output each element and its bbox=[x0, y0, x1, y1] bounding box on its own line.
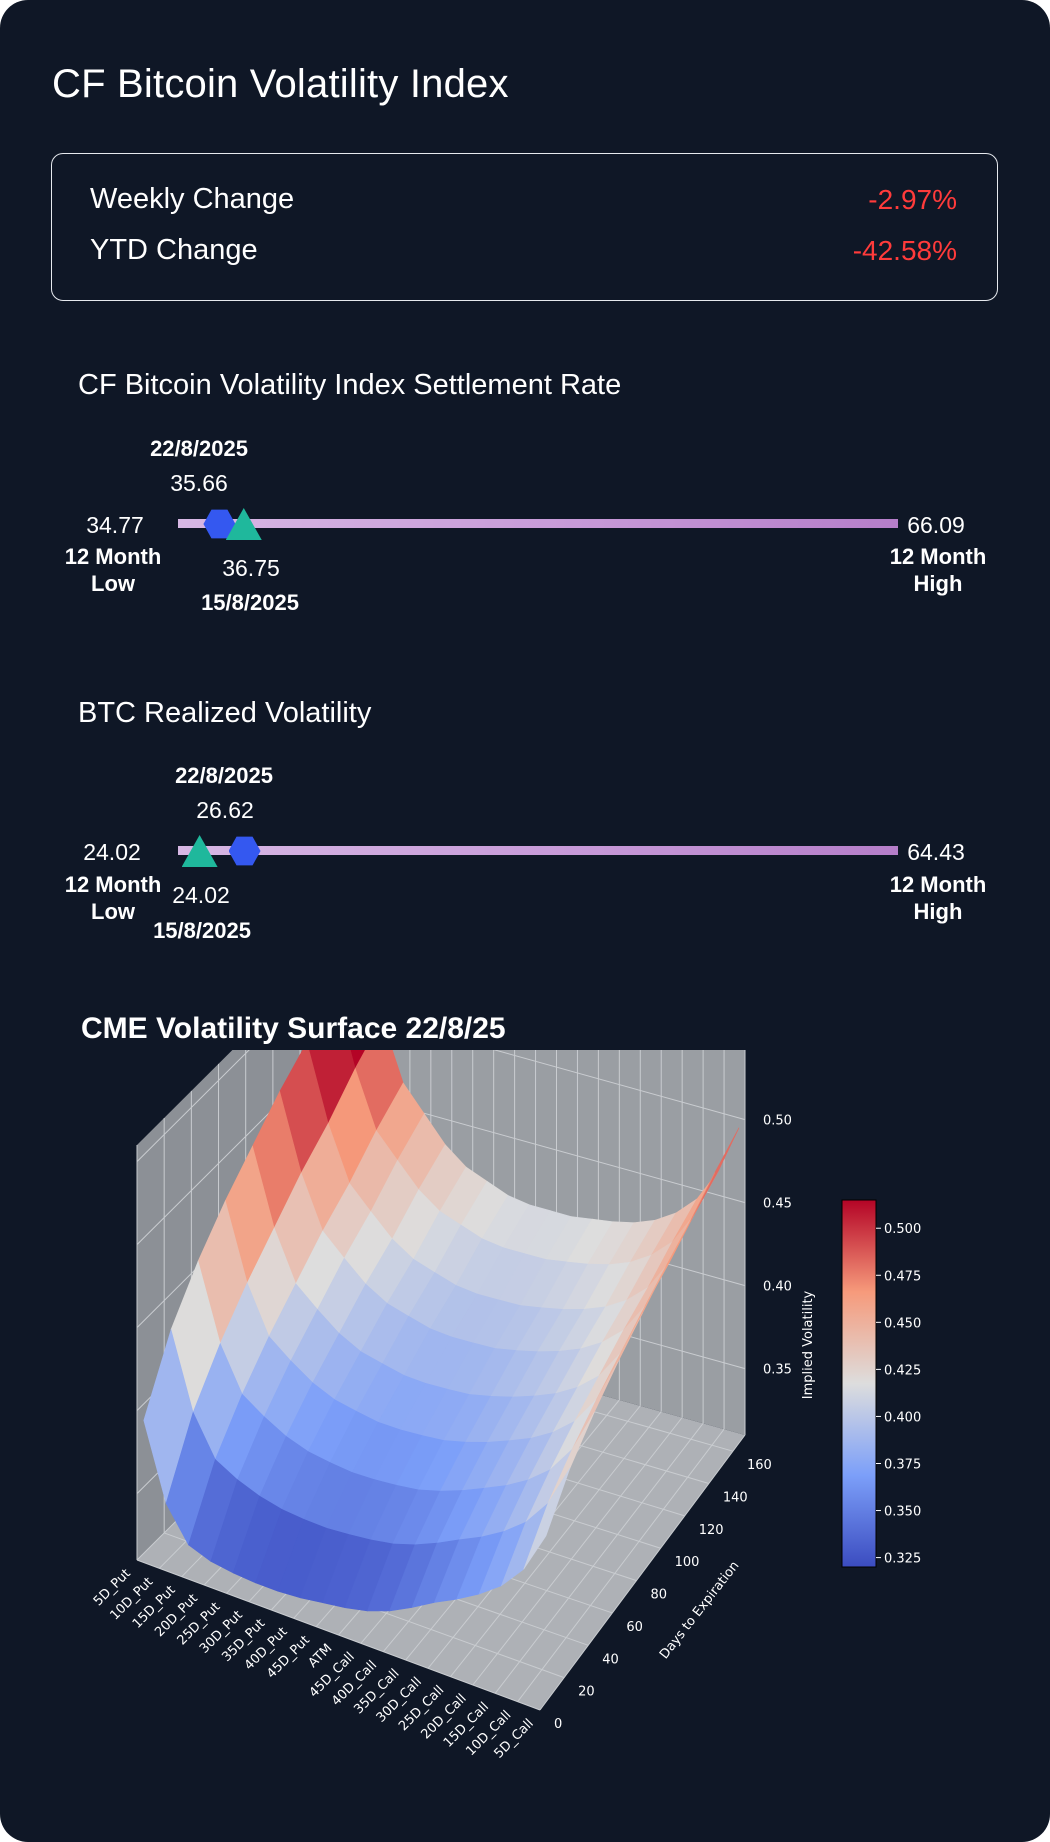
settlement-high-label-line1: 12 Month bbox=[889, 544, 987, 569]
settlement-low-label: 12 Month Low bbox=[53, 543, 173, 597]
settlement-low-label-line2: Low bbox=[91, 571, 135, 596]
z-axis-label: Implied Volatility bbox=[801, 1290, 816, 1399]
realized-low-label-line1: 12 Month bbox=[64, 872, 162, 897]
volatility-surface-chart: 5D_Put10D_Put15D_Put20D_Put25D_Put30D_Pu… bbox=[91, 1050, 921, 1762]
wall-grid-z bbox=[136, 1050, 250, 1162]
settlement-low-label-line1: 12 Month bbox=[64, 544, 162, 569]
realized-previous-value: 24.02 bbox=[172, 882, 230, 908]
settlement-range-bar bbox=[178, 519, 898, 528]
floor-grid-x bbox=[494, 1423, 704, 1694]
colorbar-tick-label: 0.450 bbox=[884, 1316, 921, 1331]
z-tick-label: 0.35 bbox=[763, 1363, 792, 1378]
settlement-previous-value: 36.75 bbox=[222, 555, 280, 581]
realized-high-value: 64.43 bbox=[907, 839, 965, 865]
y-tick-label: 100 bbox=[675, 1555, 700, 1570]
settlement-high-value: 66.09 bbox=[907, 512, 965, 538]
colorbar-tick-label: 0.400 bbox=[884, 1410, 921, 1425]
realized-high-label-line2: High bbox=[913, 899, 963, 924]
settlement-high-label-line2: High bbox=[913, 571, 963, 596]
floor-grid-x bbox=[450, 1411, 662, 1677]
realized-current-marker bbox=[228, 836, 261, 866]
floor-grid-x bbox=[472, 1417, 683, 1686]
colorbar-tick-label: 0.475 bbox=[884, 1269, 921, 1284]
settlement-current-value: 35.66 bbox=[170, 470, 228, 496]
colorbar-tick-label: 0.325 bbox=[884, 1552, 921, 1567]
settlement-current-date: 22/8/2025 bbox=[150, 436, 248, 461]
y-tick-label: 60 bbox=[626, 1620, 643, 1635]
settlement-low-value: 34.77 bbox=[86, 512, 144, 538]
colorbar-tick-label: 0.500 bbox=[884, 1222, 921, 1237]
z-tick-label: 0.40 bbox=[763, 1280, 792, 1295]
page-title: CF Bitcoin Volatility Index bbox=[52, 62, 509, 106]
colorbar bbox=[841, 1199, 877, 1568]
y-tick-label: 80 bbox=[650, 1588, 667, 1603]
realized-high-label: 12 Month High bbox=[878, 871, 998, 925]
realized-high-label-line1: 12 Month bbox=[889, 872, 987, 897]
realized-low-label-line2: Low bbox=[91, 899, 135, 924]
realized-current-date: 22/8/2025 bbox=[175, 763, 273, 788]
realized-previous-date: 15/8/2025 bbox=[153, 918, 251, 943]
z-tick-label: 0.45 bbox=[763, 1197, 792, 1212]
realized-current-value: 26.62 bbox=[196, 797, 254, 823]
y-tick-label: 160 bbox=[747, 1458, 772, 1473]
ytd-change-value: -42.58% bbox=[852, 235, 957, 266]
floor-grid-x bbox=[539, 1434, 746, 1711]
y-tick-label: 20 bbox=[578, 1685, 595, 1700]
settlement-rate-title: CF Bitcoin Volatility Index Settlement R… bbox=[78, 369, 622, 401]
realized-range-bar bbox=[178, 846, 898, 855]
colorbar-tick-label: 0.350 bbox=[884, 1505, 921, 1520]
change-summary-box: Weekly Change -2.97% YTD Change -42.58% bbox=[51, 153, 998, 301]
z-tick-label: 0.50 bbox=[763, 1114, 792, 1129]
y-tick-label: 140 bbox=[723, 1491, 748, 1506]
colorbar-tick-label: 0.375 bbox=[884, 1457, 921, 1472]
floor-grid-x bbox=[517, 1428, 725, 1702]
ytd-change-label: YTD Change bbox=[90, 234, 258, 266]
settlement-high-label: 12 Month High bbox=[878, 543, 998, 597]
realized-vol-title: BTC Realized Volatility bbox=[78, 697, 372, 729]
wall-grid-z bbox=[136, 1050, 746, 1245]
settlement-previous-date: 15/8/2025 bbox=[201, 590, 299, 615]
colorbar-tick-label: 0.425 bbox=[884, 1363, 921, 1378]
weekly-change-value: -2.97% bbox=[868, 184, 957, 215]
y-tick-label: 0 bbox=[554, 1717, 562, 1732]
y-axis-label: Days to Expiration bbox=[657, 1559, 743, 1663]
y-tick-label: 120 bbox=[699, 1523, 724, 1538]
floor-grid-y bbox=[136, 1559, 541, 1711]
surface-patch bbox=[523, 1467, 571, 1570]
realized-low-value: 24.02 bbox=[83, 839, 141, 865]
y-tick-label: 40 bbox=[602, 1652, 619, 1667]
weekly-change-label: Weekly Change bbox=[90, 183, 295, 215]
realized-low-label: 12 Month Low bbox=[53, 871, 173, 925]
surface-title: CME Volatility Surface 22/8/25 bbox=[81, 1012, 506, 1045]
